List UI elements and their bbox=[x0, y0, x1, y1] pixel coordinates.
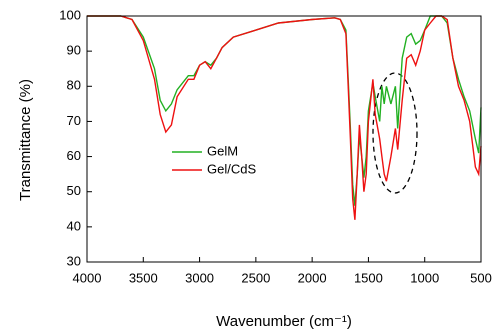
x-tick-label: 500 bbox=[470, 270, 492, 285]
y-tick-label: 30 bbox=[67, 253, 81, 268]
x-axis-label: Wavenumber (cm⁻¹) bbox=[216, 313, 352, 330]
y-tick-label: 100 bbox=[59, 7, 81, 22]
x-tick-label: 2000 bbox=[298, 270, 327, 285]
y-axis-label: Transmittance (%) bbox=[17, 79, 34, 201]
x-tick-label: 3000 bbox=[185, 270, 214, 285]
x-tick-label: 1000 bbox=[410, 270, 439, 285]
x-tick-label: 1500 bbox=[354, 270, 383, 285]
y-tick-label: 40 bbox=[67, 218, 81, 233]
y-tick-label: 90 bbox=[67, 43, 81, 58]
y-tick-label: 50 bbox=[67, 183, 81, 198]
legend-label: Gel/CdS bbox=[207, 161, 256, 176]
plot-frame bbox=[86, 15, 482, 263]
y-tick-label: 80 bbox=[67, 78, 81, 93]
x-tick-label: 4000 bbox=[73, 270, 102, 285]
x-tick-label: 3500 bbox=[129, 270, 158, 285]
y-tick-label: 60 bbox=[67, 148, 81, 163]
series-line bbox=[87, 15, 482, 220]
y-tick-label: 70 bbox=[67, 113, 81, 128]
legend-label: GelM bbox=[207, 143, 238, 158]
highlight-ellipse bbox=[372, 72, 418, 194]
x-tick-label: 2500 bbox=[241, 270, 270, 285]
